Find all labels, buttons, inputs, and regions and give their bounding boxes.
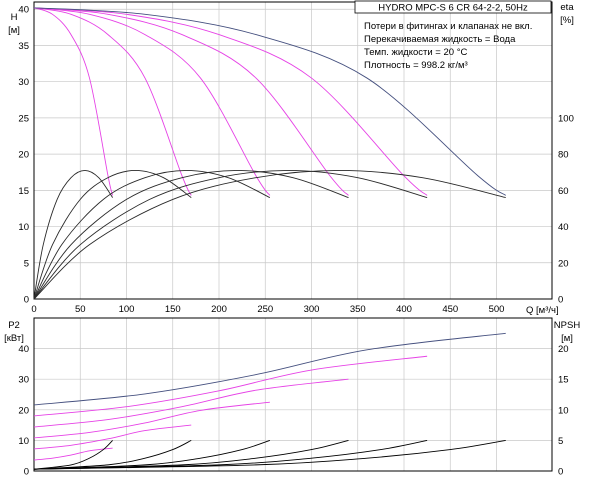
- right-tick-label: 20: [558, 258, 569, 269]
- x-tick-label: 0: [31, 304, 36, 315]
- npsh-curve-3-pumps: [33, 439, 271, 470]
- x-tick-label: 450: [442, 304, 458, 315]
- efficiency-curve-3-pumps: [33, 169, 271, 300]
- left-tick-label: 40: [18, 344, 29, 355]
- efficiency-curve-4-pumps: [33, 169, 349, 300]
- left-tick-label: 30: [18, 77, 29, 88]
- series-layer: [33, 7, 507, 470]
- power-axis-unit: [кВт]: [4, 333, 24, 344]
- frame-layer: [33, 1, 553, 472]
- x-tick-label: 150: [165, 304, 181, 315]
- grid-layer: [34, 2, 552, 471]
- head-curve-4-pumps: [33, 7, 349, 196]
- efficiency-curve-5-pumps: [33, 169, 428, 300]
- left-tick-label: 0: [24, 467, 29, 478]
- efficiency-axis-unit: [%]: [560, 15, 574, 26]
- left-tick-label: 15: [18, 186, 29, 197]
- right-tick-label: 80: [558, 150, 569, 161]
- power-curve-3-pumps: [33, 401, 270, 439]
- head-curve-6-pumps: [33, 7, 507, 196]
- x-tick-label: 300: [304, 304, 320, 315]
- right-tick-label: 60: [558, 186, 569, 197]
- left-tick-label: 5: [24, 258, 29, 269]
- info-line-fittings: Потери в фитингах и клапанах не вкл.: [364, 21, 532, 32]
- npsh-curve-4-pumps: [33, 439, 349, 470]
- info-title: HYDRO MPC-S 6 CR 64-2-2, 50Hz: [378, 3, 528, 14]
- left-tick-label: 30: [18, 375, 29, 386]
- power-curve-6-pumps: [33, 332, 506, 406]
- npsh-curve-6-pumps: [33, 439, 506, 470]
- right-tick-label: 40: [558, 222, 569, 233]
- x-tick-label: 350: [350, 304, 366, 315]
- efficiency-axis-label: eta: [560, 2, 574, 13]
- plot-frame: [33, 317, 553, 472]
- right-tick-label: 10: [558, 405, 569, 416]
- x-tick-label: 250: [257, 304, 273, 315]
- left-tick-label: 20: [18, 405, 29, 416]
- head-axis-label: H: [11, 12, 18, 23]
- right-tick-label: 20: [558, 344, 569, 355]
- power-curve-4-pumps: [33, 378, 349, 428]
- head-curve-3-pumps: [33, 7, 271, 196]
- info-line-density: Плотность = 998.2 кг/м³: [364, 60, 468, 71]
- info-title-box: [354, 0, 552, 14]
- head-curve-5-pumps: [33, 7, 428, 196]
- info-line-temperature: Темп. жидкости = 20 °C: [364, 47, 467, 58]
- left-tick-label: 20: [18, 150, 29, 161]
- x-tick-label: 200: [211, 304, 227, 315]
- npsh-axis-unit: [м]: [561, 333, 573, 344]
- left-tick-label: 40: [18, 5, 29, 16]
- npsh-curve-2-pumps: [33, 439, 192, 470]
- power-curve-2-pumps: [33, 424, 192, 450]
- left-tick-label: 35: [18, 41, 29, 52]
- plot-frame: [33, 1, 553, 300]
- left-tick-label: 0: [24, 295, 29, 306]
- right-tick-label: 0: [558, 295, 563, 306]
- left-tick-label: 10: [18, 436, 29, 447]
- right-tick-label: 100: [558, 113, 574, 124]
- x-tick-label: 500: [489, 304, 505, 315]
- head-curve-1-pumps: [33, 7, 114, 196]
- npsh-curve-5-pumps: [33, 439, 428, 470]
- power-curve-5-pumps: [33, 355, 428, 417]
- right-tick-label: 5: [558, 436, 563, 447]
- head-axis-unit: [м]: [8, 25, 20, 36]
- right-tick-label: 0: [558, 467, 563, 478]
- npsh-curve-1-pumps: [33, 440, 113, 470]
- npsh-axis-label: NPSH: [554, 320, 581, 331]
- right-tick-label: 15: [558, 375, 569, 386]
- x-tick-label: 50: [75, 304, 86, 315]
- efficiency-curve-1-pumps: [33, 169, 113, 300]
- head-curve-2-pumps: [33, 7, 192, 196]
- x-tick-label: 100: [119, 304, 135, 315]
- efficiency-curve-2-pumps: [33, 169, 192, 300]
- flow-axis-label: Q [м³/ч]: [526, 305, 559, 316]
- left-tick-label: 25: [18, 113, 29, 124]
- power-axis-label: P2: [8, 320, 20, 331]
- left-tick-label: 10: [18, 222, 29, 233]
- x-tick-label: 400: [396, 304, 412, 315]
- efficiency-curve-6-pumps: [33, 169, 506, 300]
- info-line-liquid: Перекачиваемая жидкость = Вода: [364, 34, 516, 45]
- power-curve-1-pumps: [33, 447, 113, 461]
